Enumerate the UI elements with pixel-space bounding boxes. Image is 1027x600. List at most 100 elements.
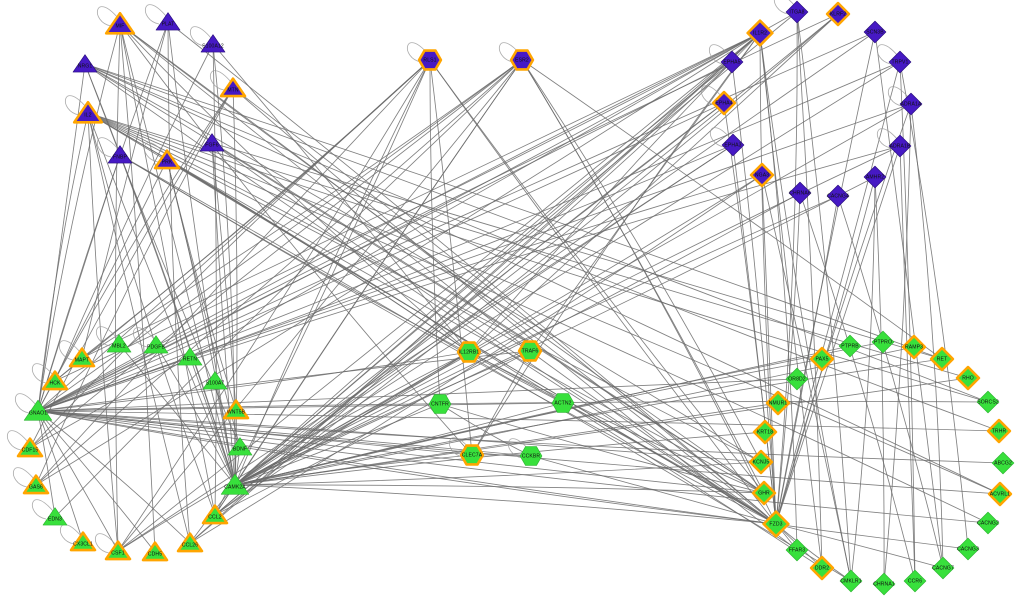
node-shape-triangle[interactable] [106,334,132,353]
node-shape-diamond[interactable] [809,555,835,581]
node-shape-hexagon[interactable] [456,341,482,363]
node-shape-triangle[interactable] [222,399,250,420]
node-shape-diamond[interactable] [788,181,812,205]
node-shape-diamond[interactable] [721,133,745,157]
graph-node[interactable]: SCN3B [863,20,887,44]
graph-node[interactable]: CACNG3 [956,537,980,561]
node-shape-triangle[interactable] [41,370,69,391]
node-shape-diamond[interactable] [888,134,912,158]
node-shape-diamond[interactable] [931,556,955,580]
graph-node[interactable]: ADRA1B [888,134,912,158]
node-shape-triangle[interactable] [220,473,250,495]
node-shape-diamond[interactable] [888,50,912,74]
graph-node[interactable]: KLRF2 [825,1,851,27]
node-shape-triangle[interactable] [72,100,104,124]
node-shape-diamond[interactable] [976,511,1000,535]
graph-node[interactable]: CDH5 [141,541,169,562]
node-shape-diamond[interactable] [749,162,775,188]
node-shape-diamond[interactable] [711,90,737,116]
graph-node[interactable]: CACNG4 [826,184,850,208]
node-shape-hexagon[interactable] [509,49,535,71]
node-shape-triangle[interactable] [227,437,253,456]
graph-node[interactable]: TRAF6 [517,340,543,362]
node-shape-triangle[interactable] [104,540,132,561]
node-shape-diamond[interactable] [987,481,1013,507]
graph-node[interactable]: S100A12 [200,34,226,53]
graph-node[interactable]: GAS6 [22,474,50,495]
graph-node[interactable]: NRG1 [72,54,98,73]
node-shape-diamond[interactable] [903,569,927,593]
node-shape-hexagon[interactable] [519,446,543,466]
graph-node[interactable]: SORCS2 [976,390,1000,414]
node-shape-triangle[interactable] [155,12,181,31]
node-shape-diamond[interactable] [899,92,923,116]
node-shape-diamond[interactable] [785,367,809,391]
node-shape-diamond[interactable] [838,334,862,358]
graph-node[interactable]: TRPV1 [888,50,912,74]
node-shape-diamond[interactable] [720,50,744,74]
node-shape-diamond[interactable] [863,20,887,44]
node-shape-diamond[interactable] [746,19,774,47]
node-shape-diamond[interactable] [986,418,1012,444]
graph-node[interactable]: CCR6 [903,569,927,593]
graph-node[interactable]: MIF [104,11,136,35]
node-shape-hexagon[interactable] [428,394,452,414]
graph-node[interactable]: PLAT [155,12,181,31]
node-shape-triangle[interactable] [16,437,44,458]
node-shape-hexagon[interactable] [517,340,543,362]
node-shape-diamond[interactable] [991,451,1015,475]
graph-node[interactable]: EDN3 [42,507,68,526]
graph-node[interactable]: ADRA1A [899,92,923,116]
graph-node[interactable]: CCKBR [519,446,543,466]
node-shape-triangle[interactable] [141,541,169,562]
node-shape-triangle[interactable] [153,149,181,170]
graph-node[interactable]: CHRNA1 [872,572,896,596]
graph-node[interactable]: ACVRL1 [987,481,1013,507]
node-shape-diamond[interactable] [752,419,778,445]
node-shape-triangle[interactable] [200,34,226,53]
graph-node[interactable]: PTPRB [838,334,862,358]
node-shape-diamond[interactable] [785,538,809,562]
node-shape-diamond[interactable] [956,537,980,561]
node-shape-diamond[interactable] [863,165,887,189]
node-shape-diamond[interactable] [839,569,863,593]
node-shape-diamond[interactable] [785,0,809,24]
node-shape-triangle[interactable] [201,504,229,525]
graph-node[interactable]: CACNG2 [976,511,1000,535]
node-shape-triangle[interactable] [42,507,68,526]
graph-node[interactable]: FFAR3 [785,538,809,562]
node-shape-diamond[interactable] [751,480,777,506]
node-shape-diamond[interactable] [765,390,791,416]
node-shape-hexagon[interactable] [551,393,575,413]
graph-node[interactable]: ABCG2 [991,451,1015,475]
node-shape-diamond[interactable] [748,449,774,475]
graph-node[interactable]: RETN [177,347,203,366]
node-shape-triangle[interactable] [202,371,228,390]
node-shape-diamond[interactable] [955,365,981,391]
graph-node[interactable]: CMKLR1 [839,569,863,593]
node-shape-triangle[interactable] [68,347,96,368]
node-shape-triangle[interactable] [177,347,203,366]
graph-node[interactable]: MTN [219,77,247,98]
node-shape-diamond[interactable] [976,390,1000,414]
graph-node[interactable]: ACTN2 [551,393,575,413]
node-shape-triangle[interactable] [219,77,247,98]
node-shape-diamond[interactable] [762,510,790,538]
graph-node[interactable]: TRHR [986,418,1012,444]
node-shape-diamond[interactable] [871,330,895,354]
node-shape-triangle[interactable] [104,11,136,35]
node-shape-diamond[interactable] [825,1,851,27]
graph-node[interactable]: IL12RB1 [456,341,482,363]
graph-node[interactable]: MBL2 [106,334,132,353]
node-shape-triangle[interactable] [23,399,53,421]
node-shape-triangle[interactable] [69,531,97,552]
graph-node[interactable]: ITGA8 [785,0,809,24]
node-shape-diamond[interactable] [901,334,927,360]
graph-node[interactable]: RHO [955,365,981,391]
graph-node[interactable]: RLS1 [417,49,443,71]
node-shape-diamond[interactable] [826,184,850,208]
node-shape-hexagon[interactable] [417,49,443,71]
node-shape-diamond[interactable] [929,346,955,372]
